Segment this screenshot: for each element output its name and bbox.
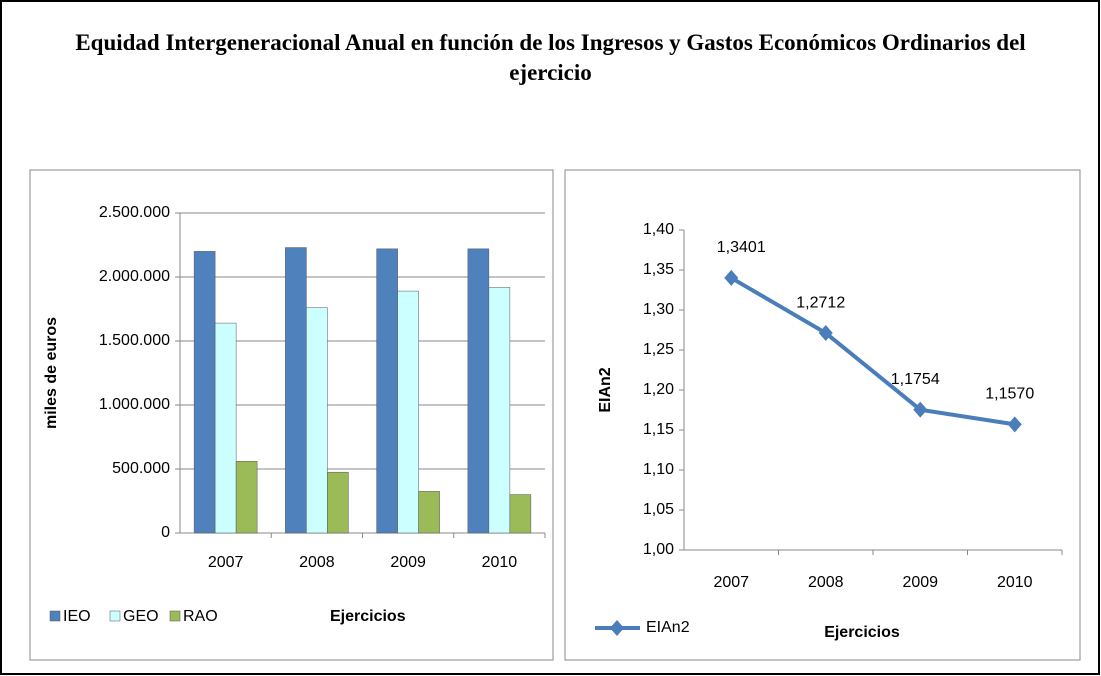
x-tick-label: 2007 <box>208 554 244 571</box>
y-tick-label: 2.000.000 <box>99 268 170 285</box>
y-tick-label: 0 <box>161 524 170 541</box>
y-tick-label: 500.000 <box>112 460 170 477</box>
y-axis-label: miles de euros <box>43 317 60 429</box>
legend-swatch <box>49 610 61 622</box>
legend-label: EIAn2 <box>646 619 690 636</box>
bar <box>488 286 511 534</box>
y-tick-label: 1.000.000 <box>99 396 170 413</box>
x-tick-label: 2009 <box>390 554 426 571</box>
title-box: Equidad Intergeneracional Anual en funci… <box>75 30 1026 85</box>
bar <box>418 491 440 534</box>
x-tick-label: 2010 <box>997 574 1033 591</box>
bar <box>509 494 532 534</box>
y-tick-label: 2.500.000 <box>99 204 170 221</box>
y-tick-label: 1,15 <box>643 421 674 438</box>
bar <box>376 248 398 534</box>
legend-swatch <box>109 610 121 622</box>
x-axis-label: Ejercicios <box>330 608 406 625</box>
x-tick-label: 2008 <box>299 554 335 571</box>
legend-marker <box>610 620 624 636</box>
x-tick-label: 2008 <box>808 574 844 591</box>
x-tick-label: 2007 <box>713 574 749 591</box>
bar <box>327 471 349 534</box>
x-tick-label: 2009 <box>902 574 938 591</box>
x-axis-label: Ejercicios <box>824 624 900 641</box>
legend-label: RAO <box>183 608 218 625</box>
marker <box>913 401 928 418</box>
legend-label: GEO <box>123 608 159 625</box>
data-label: 1,3401 <box>717 239 766 256</box>
title: Equidad Intergeneracional Anual en funci… <box>75 30 1026 85</box>
bar <box>397 290 419 534</box>
y-tick-label: 1,05 <box>643 501 674 518</box>
y-tick-label: 1,25 <box>643 341 674 358</box>
y-tick-label: 1,00 <box>643 541 674 558</box>
bar <box>285 247 307 534</box>
data-label: 1,1570 <box>985 386 1034 403</box>
y-tick-label: 1,20 <box>643 381 674 398</box>
y-tick-label: 1.500.000 <box>99 332 170 349</box>
bar <box>306 307 328 534</box>
panel <box>564 169 1081 661</box>
y-tick-label: 1,40 <box>643 221 674 238</box>
marker <box>1007 416 1022 433</box>
legend-swatch <box>169 610 181 622</box>
y-axis-label: EIAn2 <box>597 367 614 412</box>
line <box>730 276 1016 427</box>
bar <box>467 248 490 534</box>
y-tick-label: 1,35 <box>643 261 674 278</box>
bar <box>235 461 258 534</box>
data-label: 1,1754 <box>891 371 940 388</box>
marker <box>818 325 833 342</box>
bar <box>193 251 216 534</box>
marker <box>724 269 739 286</box>
x-tick-label: 2010 <box>482 554 518 571</box>
y-tick-label: 1,30 <box>643 301 674 318</box>
bar <box>214 322 237 534</box>
legend-label: IEO <box>63 608 91 625</box>
data-label: 1,2712 <box>796 294 845 311</box>
y-tick-label: 1,10 <box>643 461 674 478</box>
